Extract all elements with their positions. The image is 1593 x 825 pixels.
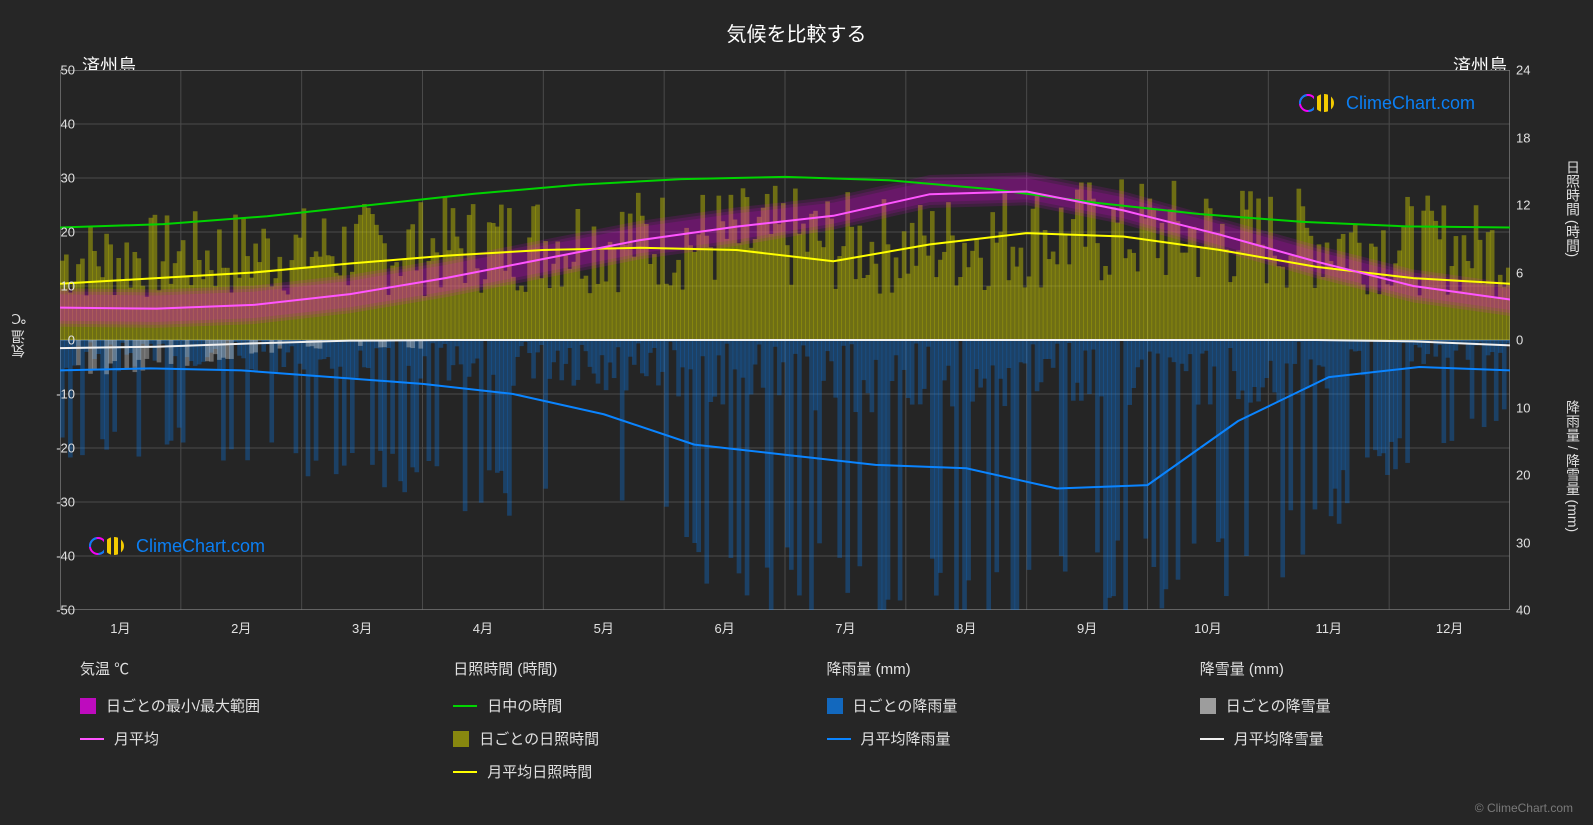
legend-label: 日ごとの降雪量 [1226,695,1331,716]
x-tick: 2月 [231,618,251,637]
legend-item: 月平均 [80,728,393,749]
y-tick-right-top: 6 [1516,265,1556,280]
legend-item: 日ごとの日照時間 [453,728,766,749]
x-tick: 5月 [594,618,614,637]
legend-label: 月平均降雪量 [1234,728,1324,749]
climechart-logo-icon [1298,90,1338,116]
y-tick-right-top: 24 [1516,63,1556,78]
legend-heading: 降雨量 (mm) [827,658,1140,679]
legend-label: 月平均日照時間 [487,761,592,782]
x-tick: 1月 [110,618,130,637]
legend-col-temperature: 気温 ℃ 日ごとの最小/最大範囲 月平均 [80,658,393,782]
legend-swatch [80,698,96,714]
legend-heading: 気温 ℃ [80,658,393,679]
attribution-text: © ClimeChart.com [1475,801,1573,815]
legend-label: 日ごとの最小/最大範囲 [106,695,260,716]
y-axis-left-label: 気温 ℃ [8,310,28,358]
legend-item: 月平均日照時間 [453,761,766,782]
climechart-logo-icon [88,533,128,559]
x-tick: 7月 [835,618,855,637]
watermark-text: ClimeChart.com [1346,93,1475,114]
y-tick-left: -20 [35,441,75,456]
x-tick: 9月 [1077,618,1097,637]
y-tick-left: 50 [35,63,75,78]
legend-swatch [453,731,469,747]
climate-chart-container: 気候を比較する 済州島 済州島 気温 ℃ 日照時間 (時間) 降雨量 / 降雪量… [0,0,1593,825]
legend-swatch [827,698,843,714]
y-tick-left: 40 [35,117,75,132]
y-tick-left: -50 [35,603,75,618]
y-tick-right-bottom: 10 [1516,400,1556,415]
legend-swatch [827,738,851,740]
x-tick: 4月 [473,618,493,637]
y-tick-left: 30 [35,171,75,186]
y-tick-right-bottom: 20 [1516,468,1556,483]
y-tick-left: -30 [35,495,75,510]
legend: 気温 ℃ 日ごとの最小/最大範囲 月平均 日照時間 (時間) 日中の時間 日ごと… [80,658,1513,782]
y-tick-right-bottom: 30 [1516,535,1556,550]
legend-heading: 降雪量 (mm) [1200,658,1513,679]
legend-label: 日中の時間 [487,695,562,716]
legend-item: 日ごとの降雨量 [827,695,1140,716]
legend-label: 月平均 [114,728,159,749]
legend-heading: 日照時間 (時間) [453,658,766,679]
legend-item: 日ごとの最小/最大範囲 [80,695,393,716]
legend-item: 日ごとの降雪量 [1200,695,1513,716]
watermark-top-right: ClimeChart.com [1298,90,1475,116]
y-tick-left: 20 [35,225,75,240]
legend-swatch [453,705,477,707]
legend-item: 月平均降雪量 [1200,728,1513,749]
chart-plot [60,70,1510,610]
legend-col-sunshine: 日照時間 (時間) 日中の時間 日ごとの日照時間 月平均日照時間 [453,658,766,782]
y-axis-right-bottom-label: 降雨量 / 降雪量 (mm) [1563,400,1583,532]
x-tick: 12月 [1436,618,1463,637]
legend-label: 日ごとの降雨量 [853,695,958,716]
legend-swatch [453,771,477,773]
chart-title: 気候を比較する [0,18,1593,47]
legend-label: 月平均降雨量 [861,728,951,749]
y-tick-left: -10 [35,387,75,402]
legend-swatch [1200,738,1224,740]
x-tick: 8月 [956,618,976,637]
legend-item: 月平均降雨量 [827,728,1140,749]
y-tick-right-top: 18 [1516,130,1556,145]
x-tick: 6月 [714,618,734,637]
x-tick: 3月 [352,618,372,637]
x-tick: 11月 [1316,618,1343,637]
legend-col-snow: 降雪量 (mm) 日ごとの降雪量 月平均降雪量 [1200,658,1513,782]
legend-col-rain: 降雨量 (mm) 日ごとの降雨量 月平均降雨量 [827,658,1140,782]
y-tick-right-top: 0 [1516,333,1556,348]
watermark-text: ClimeChart.com [136,536,265,557]
watermark-bottom-left: ClimeChart.com [88,533,265,559]
y-axis-right-top-label: 日照時間 (時間) [1563,160,1583,257]
y-tick-left: 0 [35,333,75,348]
y-tick-right-bottom: 40 [1516,603,1556,618]
x-tick: 10月 [1194,618,1221,637]
legend-item: 日中の時間 [453,695,766,716]
legend-swatch [1200,698,1216,714]
legend-swatch [80,738,104,740]
y-tick-left: 10 [35,279,75,294]
y-tick-left: -40 [35,549,75,564]
legend-label: 日ごとの日照時間 [479,728,599,749]
y-tick-right-top: 12 [1516,198,1556,213]
